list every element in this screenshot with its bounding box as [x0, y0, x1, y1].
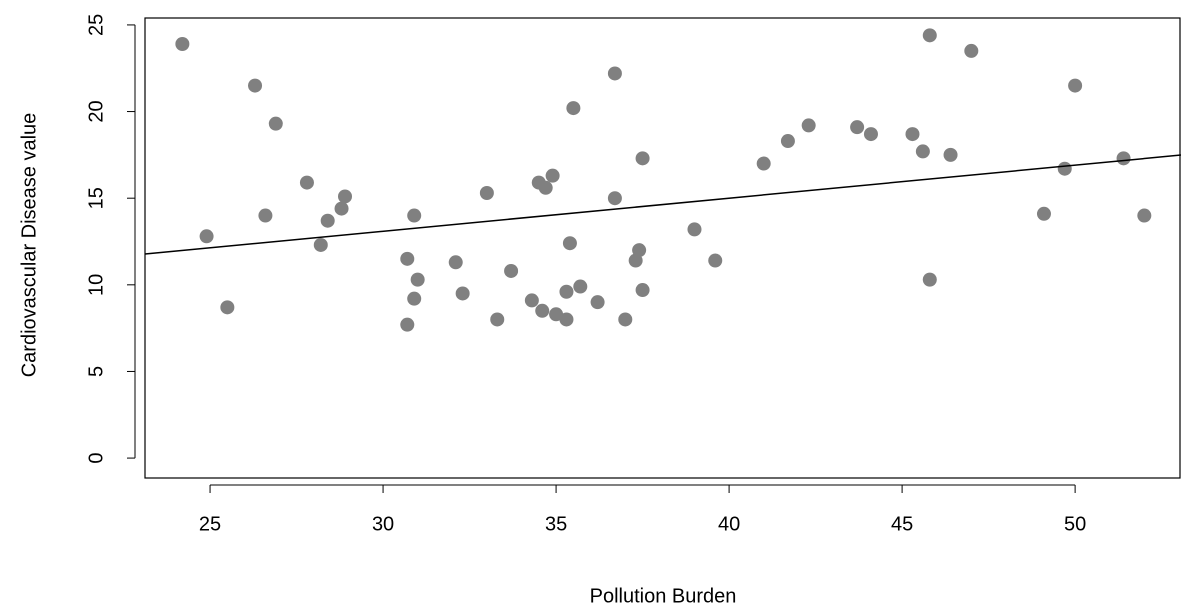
point	[258, 208, 273, 223]
point	[504, 263, 519, 278]
point	[566, 101, 581, 116]
point	[573, 279, 588, 294]
point	[915, 144, 930, 159]
point	[490, 312, 505, 327]
point	[756, 156, 771, 171]
point	[220, 300, 235, 315]
point	[479, 185, 494, 200]
x-tick-label: 40	[718, 513, 740, 535]
point	[334, 201, 349, 216]
x-tick-label: 35	[545, 513, 567, 535]
point	[175, 36, 190, 51]
point	[562, 236, 577, 251]
point	[850, 120, 865, 135]
point	[632, 243, 647, 258]
point	[801, 118, 816, 133]
y-tick-label: 0	[85, 453, 107, 464]
point	[905, 127, 920, 142]
point	[535, 303, 550, 318]
point	[607, 66, 622, 81]
point	[407, 208, 422, 223]
point	[687, 222, 702, 237]
point	[922, 28, 937, 43]
point	[1137, 208, 1152, 223]
point	[199, 229, 214, 244]
point	[590, 295, 605, 310]
point	[922, 272, 937, 287]
plot-box	[144, 17, 1181, 479]
x-tick-label: 30	[372, 513, 394, 535]
point	[299, 175, 314, 190]
x-axis-label: Pollution Burden	[590, 585, 737, 607]
point	[320, 213, 335, 228]
point	[248, 78, 263, 93]
point	[549, 307, 564, 322]
point	[635, 283, 650, 298]
point	[407, 291, 422, 306]
point	[545, 168, 560, 183]
point	[943, 147, 958, 162]
point	[559, 312, 574, 327]
y-tick-label: 25	[85, 14, 107, 36]
point	[635, 151, 650, 166]
point	[538, 180, 553, 195]
point	[708, 253, 723, 268]
point	[1057, 161, 1072, 176]
x-tick-label: 45	[891, 513, 913, 535]
x-tick-label: 25	[199, 513, 221, 535]
point	[618, 312, 633, 327]
point	[780, 134, 795, 149]
y-axis-label: Cardiovascular Disease value	[18, 113, 40, 378]
y-tick-label: 15	[85, 187, 107, 209]
point	[400, 251, 415, 266]
point	[863, 127, 878, 142]
point	[338, 189, 353, 204]
point	[607, 191, 622, 206]
point	[524, 293, 539, 308]
point	[1116, 151, 1131, 166]
point	[268, 116, 283, 131]
point	[313, 237, 328, 252]
y-tick-label: 10	[85, 274, 107, 296]
y-tick-label: 5	[85, 366, 107, 377]
point	[455, 286, 470, 301]
point	[964, 43, 979, 58]
y-tick-label: 20	[85, 100, 107, 122]
point	[1068, 78, 1083, 93]
point	[559, 284, 574, 299]
point	[410, 272, 425, 287]
x-tick-label: 50	[1064, 513, 1086, 535]
point	[1036, 206, 1051, 221]
trend-line	[144, 154, 1181, 255]
point	[448, 255, 463, 270]
point	[400, 317, 415, 332]
